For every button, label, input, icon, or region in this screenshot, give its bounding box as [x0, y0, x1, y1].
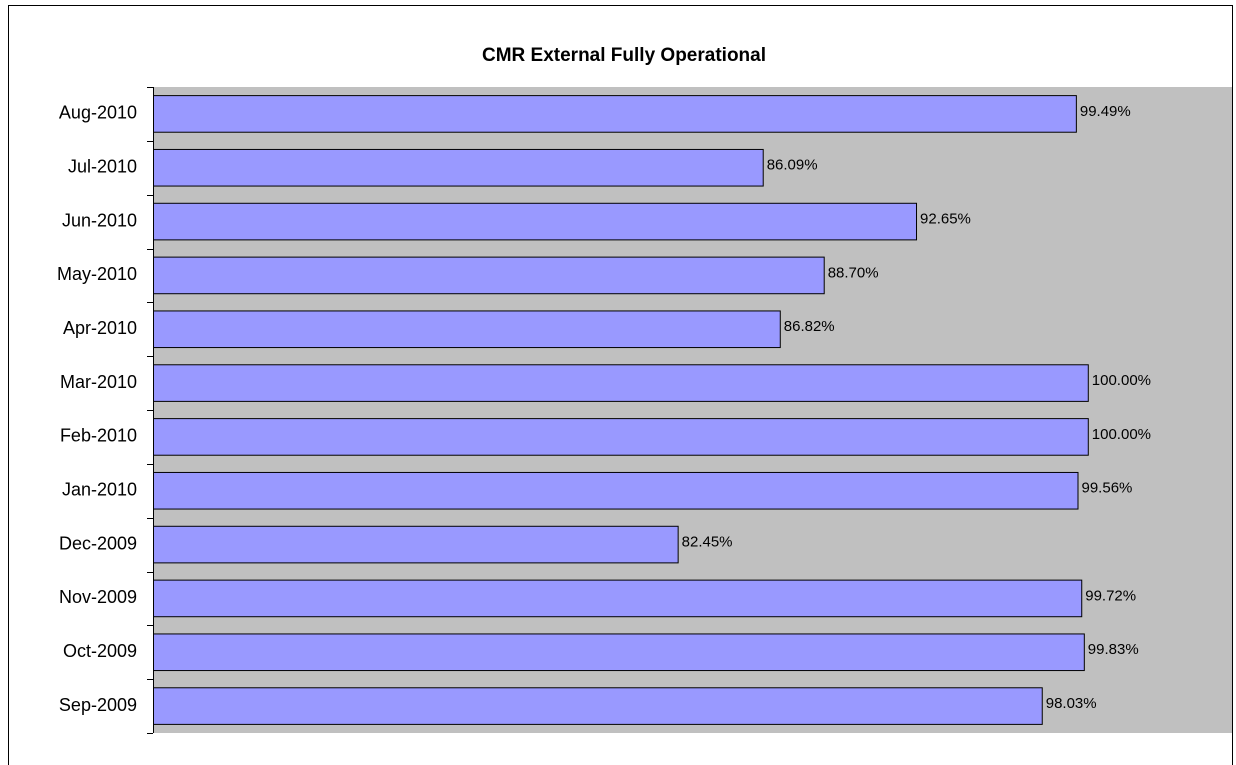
y-tick-label: Mar-2010: [60, 372, 137, 392]
bar: [153, 148, 764, 187]
chart-title: CMR External Fully Operational: [482, 45, 766, 66]
y-tick-label: May-2010: [57, 264, 137, 284]
value-label: 100.00%: [1092, 426, 1151, 443]
value-label: 99.56%: [1082, 480, 1133, 497]
y-tick-label: Oct-2009: [63, 641, 137, 661]
bar: [153, 525, 679, 564]
bar: [153, 579, 1083, 618]
y-tick-label: Dec-2009: [59, 533, 137, 553]
bar: [153, 202, 918, 241]
bar: [153, 687, 1043, 725]
value-label: 86.82%: [784, 318, 835, 335]
plot-area: [153, 87, 1232, 733]
value-label: 99.72%: [1085, 587, 1136, 604]
bar: [153, 310, 781, 349]
bar: [153, 95, 1077, 133]
value-label: 88.70%: [828, 264, 879, 281]
y-tick-label: Nov-2009: [59, 587, 137, 607]
y-tick-label: Jun-2010: [62, 210, 137, 230]
bar: [153, 364, 1089, 402]
bar: [153, 418, 1089, 456]
y-tick-label: Aug-2010: [59, 103, 137, 123]
value-label: 82.45%: [682, 534, 733, 551]
value-label: 86.09%: [767, 157, 818, 174]
value-label: 98.03%: [1046, 695, 1097, 712]
bar: [153, 633, 1085, 672]
bar: [153, 471, 1079, 510]
value-label: 99.83%: [1088, 641, 1139, 658]
y-tick-label: Feb-2010: [60, 426, 137, 446]
value-label: 99.49%: [1080, 103, 1131, 120]
value-label: 92.65%: [920, 211, 971, 228]
chart-border: [8, 5, 1233, 765]
bar: [153, 256, 825, 295]
y-tick-label: Jul-2010: [68, 157, 137, 177]
y-tick-label: Apr-2010: [63, 318, 137, 338]
value-label: 100.00%: [1092, 372, 1151, 389]
y-tick-label: Jan-2010: [62, 480, 137, 500]
y-tick-label: Sep-2009: [59, 695, 137, 715]
